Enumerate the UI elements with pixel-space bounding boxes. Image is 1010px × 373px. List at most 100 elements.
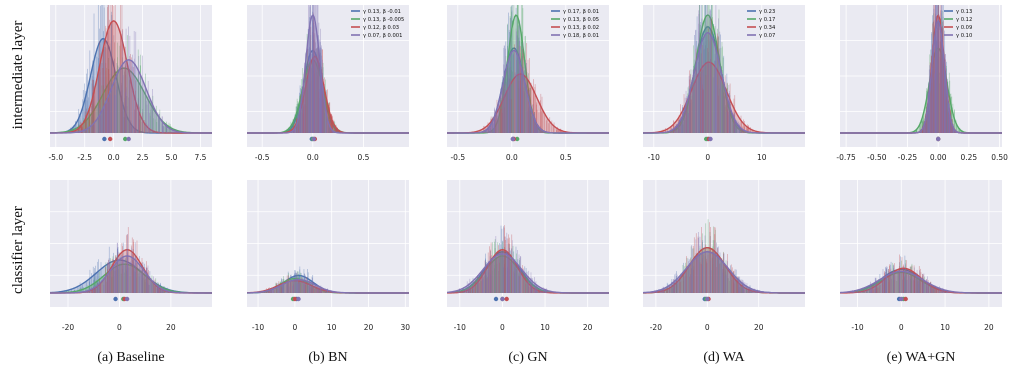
density-curve-purple <box>247 14 409 134</box>
legend-label: γ 0.13 <box>956 9 972 15</box>
density-fill-green <box>840 272 1002 293</box>
x-tick-label: -0.5 <box>450 153 465 162</box>
density-curve-purple <box>643 251 805 294</box>
mean-marker-purple <box>510 136 516 142</box>
mean-marker-blue <box>113 296 118 302</box>
x-tick-label: -10 <box>648 153 660 162</box>
panel-bn-top: -0.5 0.0 0.5 γ 0.13, β -0.01 γ 0.13, β -0.00… <box>247 5 409 162</box>
subfigure-caption: (d) WA <box>703 350 745 365</box>
histogram-green <box>457 239 551 293</box>
density-fill-purple <box>643 32 805 134</box>
histogram-purple <box>77 26 181 133</box>
x-tick-label: 30 <box>401 323 411 332</box>
histogram-green <box>67 253 180 293</box>
histogram-purple <box>669 5 749 133</box>
mean-marker-red <box>504 296 509 302</box>
mean-marker-blue <box>493 296 499 302</box>
histogram-purple <box>649 232 764 293</box>
legend-label: γ 0.12, β 0.03 <box>363 25 399 31</box>
histogram-red <box>257 275 334 293</box>
legend-label: γ 0.07 <box>759 33 775 39</box>
x-tick-label: 10 <box>940 323 950 332</box>
plot-body <box>247 266 409 294</box>
panel-gn-bottom: -10 0 10 20 <box>447 180 609 332</box>
density-fill-purple <box>840 271 1002 293</box>
histogram-purple <box>483 18 545 133</box>
density-fill-purple <box>50 59 212 133</box>
legend-label: γ 0.13, β -0.01 <box>363 9 401 15</box>
density-curve-purple <box>447 49 609 134</box>
panel-wa-bottom: -20 0 20 <box>643 180 805 332</box>
x-tick-label: 0 <box>117 323 122 332</box>
legend-label: γ 0.34 <box>759 25 776 31</box>
density-curve-purple <box>50 59 212 134</box>
panel-bn-bottom: -10 0 10 20 30 <box>247 180 410 332</box>
x-tick-label: 7.5 <box>194 153 206 162</box>
panel-grid: -5.0 -2.5 0.0 2.5 5.0 7.5(a) Baseline-0.5 0.0 0… <box>48 5 1008 365</box>
x-tick-label: 2.5 <box>137 153 149 162</box>
density-fill-purple <box>50 255 212 293</box>
histogram-green <box>655 219 759 293</box>
plot-body <box>643 5 805 134</box>
density-curve-purple <box>643 31 805 134</box>
density-fill-red <box>840 268 1002 293</box>
density-fill-blue <box>50 38 212 134</box>
density-fill-blue <box>447 48 609 133</box>
density-fill-red <box>447 249 609 293</box>
x-tick-label: -0.75 <box>836 153 856 162</box>
legend-label: γ 0.17, β 0.01 <box>563 9 599 15</box>
x-tick-label: 0.5 <box>560 153 572 162</box>
density-curve-purple <box>447 253 609 294</box>
mean-marker-purple <box>899 296 904 302</box>
row-label-intermediate: intermediate layer <box>10 21 26 130</box>
density-fill-green <box>447 255 609 293</box>
legend: γ 0.23 γ 0.17 γ 0.34 γ 0.07 <box>747 9 776 39</box>
subfigure-caption: (c) GN <box>508 350 547 365</box>
density-curve-purple <box>247 278 409 294</box>
panel-wagn-bottom: -10 0 10 20 <box>840 180 1002 332</box>
density-fill-red <box>50 249 212 293</box>
histogram-red <box>462 225 544 293</box>
x-tick-label: 0.25 <box>961 153 978 162</box>
legend-label: γ 0.07, β 0.001 <box>363 33 402 39</box>
histogram-purple <box>449 232 556 293</box>
density-fill-green <box>50 68 212 133</box>
mean-marker-purple <box>296 296 301 302</box>
histogram-red <box>475 43 568 133</box>
plot-body <box>447 225 609 294</box>
histogram-blue <box>919 5 957 133</box>
x-tick-label: -10 <box>252 323 264 332</box>
plot-body <box>247 5 409 134</box>
x-tick-label: -5.0 <box>48 153 63 162</box>
x-tick-label: 0 <box>292 323 297 332</box>
density-fill-red <box>643 62 805 133</box>
x-tick-label: 10 <box>540 323 550 332</box>
legend-label: γ 0.13, β 0.02 <box>563 25 599 31</box>
plot-body <box>50 227 212 294</box>
panel-wa-top: -10 0 10 γ 0.23 γ 0.17 γ 0.34 γ 0.07 <box>643 5 805 162</box>
x-tick-label: 5.0 <box>166 153 178 162</box>
mean-marker-purple <box>708 136 713 142</box>
subfigure-caption: (e) WA+GN <box>887 350 956 365</box>
x-tick-label: -20 <box>62 323 74 332</box>
mean-marker-purple <box>705 296 710 302</box>
plot-body <box>643 219 805 294</box>
density-fill-red <box>50 20 212 133</box>
x-tick-label: 0.0 <box>307 153 319 162</box>
legend-label: γ 0.13, β -0.005 <box>363 17 404 23</box>
legend-label: γ 0.13, β 0.05 <box>563 17 599 23</box>
panel-wagn-top: -0.75 -0.50 -0.25 0.00 0.25 0.50γ 0.13γ 0.12γ… <box>836 5 1008 162</box>
density-fill-green <box>643 247 805 293</box>
mean-marker-green <box>123 136 128 142</box>
density-curve-purple <box>840 270 1002 294</box>
density-fill-purple <box>447 253 609 293</box>
subfigure-caption: (b) BN <box>308 350 347 365</box>
x-tick-label: 0.5 <box>357 153 369 162</box>
x-tick-label: 0.00 <box>930 153 947 162</box>
x-tick-label: -10 <box>851 323 863 332</box>
plot-body <box>447 5 609 134</box>
mean-marker-purple <box>124 296 130 302</box>
mean-marker-blue <box>102 136 107 142</box>
legend-label: γ 0.17 <box>759 17 775 23</box>
